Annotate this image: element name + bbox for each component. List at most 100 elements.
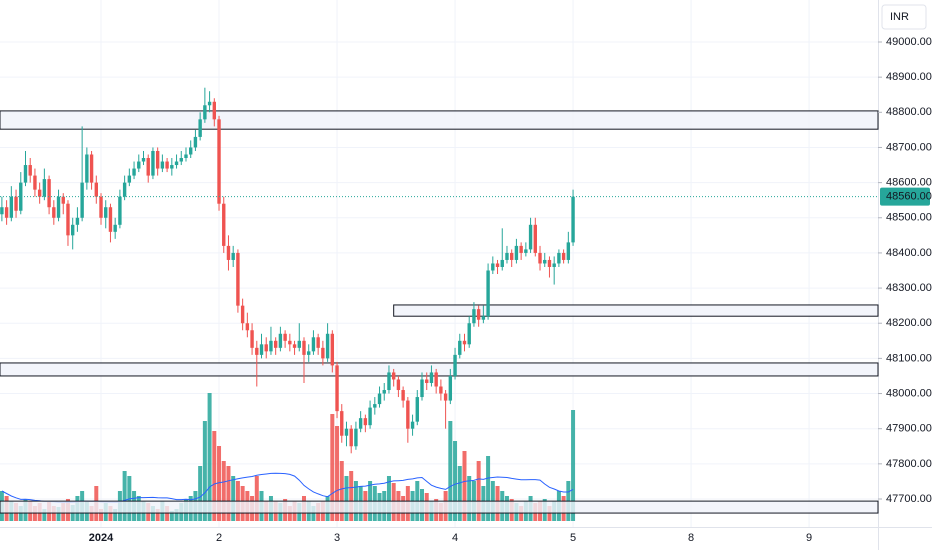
candle-body <box>316 337 320 348</box>
volume-bar <box>571 410 576 521</box>
candle-body <box>368 407 372 426</box>
candle-body <box>42 179 47 197</box>
grid <box>0 0 878 527</box>
candle-body <box>217 119 221 204</box>
volume-bar <box>339 461 344 521</box>
candle-body <box>226 245 231 260</box>
volume-bar <box>202 421 207 521</box>
y-tick-label: 47900.00 <box>886 423 932 435</box>
y-tick-label: 48200.00 <box>886 317 932 329</box>
candle-body <box>519 245 523 253</box>
candle-body <box>557 252 561 264</box>
volume-bar <box>155 509 160 521</box>
candle-body <box>354 428 358 447</box>
candle-body <box>61 196 65 204</box>
candle-body <box>283 333 287 341</box>
candle-body <box>330 333 335 366</box>
volume-bar <box>386 476 391 521</box>
candle-body <box>160 161 165 169</box>
zone <box>0 110 879 130</box>
currency-box[interactable] <box>881 4 927 30</box>
candle-body <box>420 379 424 398</box>
volume-bar <box>457 466 462 521</box>
last-price-box <box>880 187 930 206</box>
candle-body <box>538 252 542 264</box>
volume-bar <box>462 451 467 521</box>
candle-body <box>434 372 438 387</box>
volume-bar <box>226 466 231 521</box>
candle-body <box>486 270 490 317</box>
candle-body <box>453 354 457 376</box>
candle-body <box>358 418 363 429</box>
candle-body <box>387 372 391 391</box>
zone <box>0 500 879 514</box>
candle-body <box>28 165 32 176</box>
candle-body <box>552 263 556 267</box>
candle-body <box>146 158 150 176</box>
candle-body <box>89 154 94 183</box>
candle-body <box>363 418 368 426</box>
candle-body <box>415 397 419 422</box>
y-tick-label: 48800.00 <box>886 106 932 118</box>
candle-body <box>66 203 70 236</box>
candle-body <box>47 179 51 208</box>
candle-body <box>141 158 146 162</box>
x-tick-label: 9 <box>806 532 812 544</box>
candle-body <box>391 372 396 380</box>
volume-bar <box>467 476 472 521</box>
currency-label[interactable]: INR <box>890 11 909 23</box>
candle-body <box>259 344 264 355</box>
candle-body <box>462 340 467 345</box>
candle-body <box>321 347 325 359</box>
volume-bar <box>207 393 212 521</box>
candle-body <box>448 375 453 401</box>
candle-body <box>514 245 519 260</box>
candle-body <box>377 393 382 405</box>
candle-body <box>132 168 136 176</box>
candle-body <box>236 252 240 306</box>
x-tick-label: 3 <box>334 532 340 544</box>
candle-body <box>137 161 141 169</box>
candle-body <box>151 150 155 176</box>
candle-body <box>458 340 462 355</box>
candle-body <box>425 379 429 383</box>
candle-body <box>302 340 306 355</box>
candle-body <box>505 252 509 260</box>
candle-body <box>491 263 495 271</box>
candle-body <box>104 207 108 218</box>
y-tick-label: 48900.00 <box>886 71 932 83</box>
candle-body <box>373 404 377 408</box>
y-tick-label: 48500.00 <box>886 212 932 224</box>
candle-body <box>212 101 217 120</box>
candle-body <box>240 305 245 324</box>
candle-body <box>33 175 37 190</box>
candle-body <box>0 207 4 215</box>
candle-body <box>269 340 273 352</box>
x-tick-label: 8 <box>688 532 694 544</box>
x-tick-label: 2024 <box>89 532 114 544</box>
candle-body <box>37 189 42 197</box>
candle-body <box>264 344 268 352</box>
candle-body <box>165 161 169 169</box>
candle-body <box>9 196 14 218</box>
candle-body <box>19 182 23 211</box>
candle-body <box>524 249 528 253</box>
candle-body <box>189 147 193 155</box>
y-tick-label: 48100.00 <box>886 352 932 364</box>
candle-body <box>288 340 292 345</box>
candle-body <box>396 379 401 391</box>
candle-body <box>533 224 537 253</box>
zone <box>393 304 879 317</box>
candle-body <box>382 390 386 394</box>
candle-body <box>174 161 179 166</box>
volume-bar <box>212 431 217 521</box>
candle-body <box>401 390 405 401</box>
y-tick-label: 49000.00 <box>886 36 932 48</box>
candle-body <box>155 150 160 169</box>
candle-body <box>80 182 84 218</box>
candle-body <box>99 196 103 218</box>
candle-body <box>113 224 117 232</box>
candles <box>0 87 575 454</box>
volume-bar <box>217 446 222 521</box>
